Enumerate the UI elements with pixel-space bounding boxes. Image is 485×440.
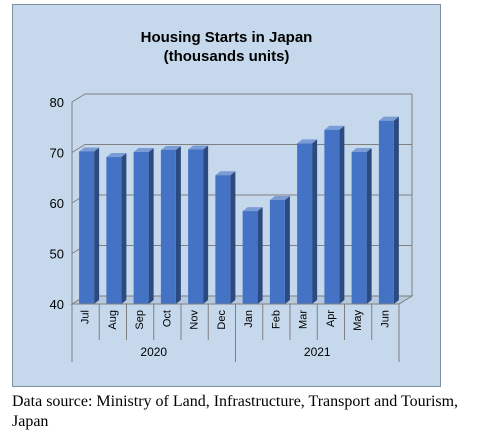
y-axis: 40 50 60 70 80	[50, 95, 73, 312]
x-tick-label: Jan	[243, 310, 255, 328]
bar-front	[79, 151, 95, 304]
bar	[106, 153, 127, 304]
x-tick-label: May	[352, 310, 364, 331]
gridline	[71, 93, 412, 103]
bar-front	[297, 143, 313, 304]
bar-side	[257, 207, 263, 304]
x-tick-label: Nov	[189, 310, 201, 330]
bar-side	[312, 139, 318, 304]
bar	[160, 145, 181, 304]
bar	[351, 147, 372, 304]
bar-front	[351, 151, 367, 304]
y-tick-label: 70	[50, 146, 64, 161]
group-label: 2021	[304, 345, 331, 359]
bar-front	[215, 175, 231, 304]
bar-top	[133, 147, 154, 152]
bar-side	[366, 147, 372, 304]
x-tick-label: Mar	[298, 310, 310, 329]
x-tick-label: Apr	[325, 310, 337, 327]
bar-side	[94, 147, 100, 304]
chart-title: Housing Starts in Japan	[140, 29, 313, 46]
bar-front	[324, 129, 340, 304]
chart-title-block: Housing Starts in Japan (thousands units…	[12, 28, 441, 66]
x-tick-label: Oct	[161, 310, 173, 327]
bar-side	[121, 153, 127, 304]
x-tick-label: Jun	[379, 310, 391, 328]
bar-side	[339, 125, 345, 305]
bar-top	[242, 207, 263, 212]
bar-top	[324, 125, 345, 130]
bar-side	[393, 116, 399, 304]
bar	[242, 207, 263, 304]
bar-top	[160, 145, 181, 150]
x-tick-label: Feb	[270, 310, 282, 329]
bar-side	[203, 145, 209, 304]
bar-top	[79, 147, 100, 152]
bar-side	[284, 195, 290, 304]
bar-top	[378, 116, 399, 121]
bar-front	[242, 211, 258, 304]
bar-front	[106, 157, 122, 304]
y-tick-label: 60	[50, 196, 64, 211]
bar-front	[160, 149, 176, 304]
y-tick-label: 40	[50, 297, 64, 312]
y-tick-label: 80	[50, 95, 64, 110]
data-source-note: Data source: Ministry of Land, Infrastru…	[12, 393, 459, 430]
bar-series	[79, 116, 399, 305]
bar	[215, 171, 236, 304]
bar-top	[215, 171, 236, 176]
x-tick-label: Sep	[134, 310, 146, 330]
bar	[297, 139, 318, 304]
bar	[133, 147, 154, 304]
bar-top	[269, 195, 290, 200]
x-axis: Jul Aug Sep Oct Nov Dec Jan Feb Mar Apr May Jun 2020…	[71, 303, 400, 362]
bar	[79, 147, 100, 304]
y-tick-label: 50	[50, 247, 64, 262]
chart-subtitle: (thousands units)	[163, 48, 290, 65]
bar-front	[378, 120, 394, 304]
x-tick-label: Aug	[107, 310, 119, 330]
bar	[188, 145, 209, 304]
x-tick-label: Jul	[80, 310, 92, 324]
x-tick-label: Dec	[216, 310, 228, 330]
bar-top	[351, 147, 372, 152]
group-label: 2020	[140, 345, 167, 359]
bar-front	[133, 151, 149, 304]
bar-side	[148, 147, 154, 304]
bar	[378, 116, 399, 304]
bar-top	[106, 153, 127, 158]
bar	[324, 125, 345, 305]
bar-side	[230, 171, 236, 304]
bar-top	[188, 145, 209, 150]
bar	[269, 195, 290, 304]
bar-top	[297, 139, 318, 144]
bar-side	[175, 145, 181, 304]
bar-front	[269, 199, 285, 304]
bar-front	[188, 149, 204, 304]
